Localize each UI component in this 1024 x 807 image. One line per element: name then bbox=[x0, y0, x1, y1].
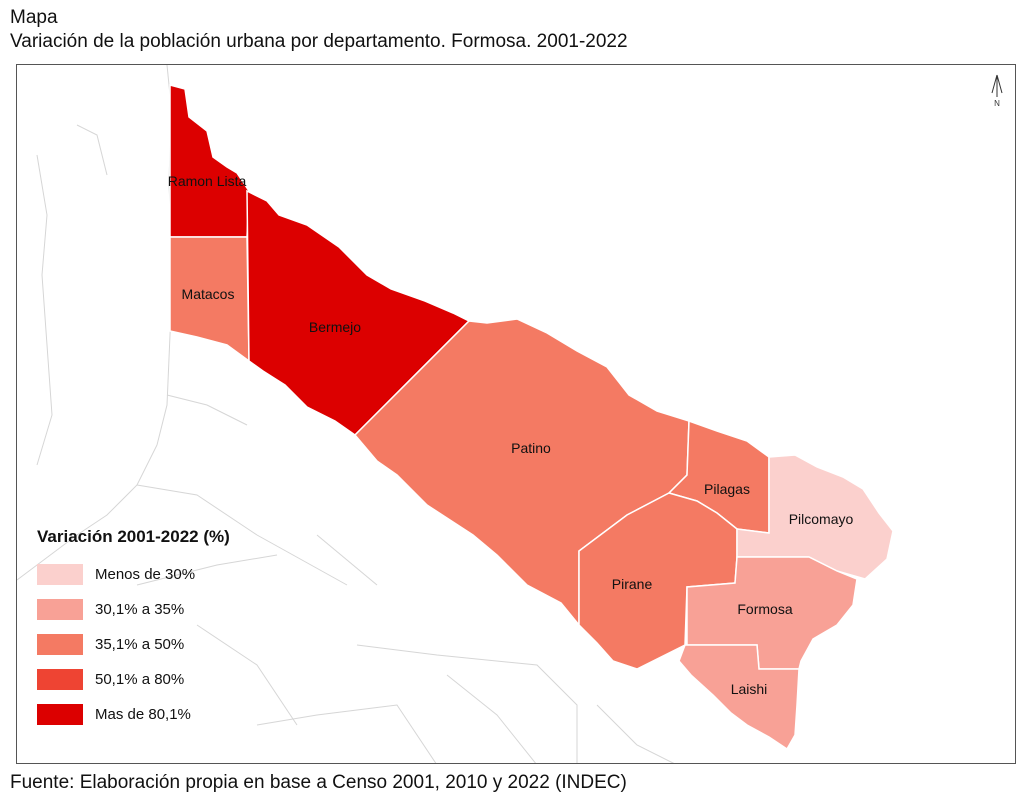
map-legend: Variación 2001-2022 (%) Menos de 30% 30,… bbox=[37, 527, 230, 732]
legend-swatch bbox=[37, 599, 83, 620]
map-canvas: Ramon Lista Matacos Bermejo Patino Pilag… bbox=[17, 65, 894, 763]
dept-pilcomayo[interactable] bbox=[736, 454, 894, 580]
label-pirane: Pirane bbox=[612, 576, 653, 592]
legend-item: 30,1% a 35% bbox=[37, 592, 230, 627]
label-formosa: Formosa bbox=[737, 601, 792, 617]
svg-text:N: N bbox=[994, 99, 1000, 107]
map-heading: Mapa Variación de la población urbana po… bbox=[10, 6, 628, 54]
label-pilcomayo: Pilcomayo bbox=[789, 511, 854, 527]
dept-ramon-lista[interactable] bbox=[169, 84, 250, 238]
label-matacos: Matacos bbox=[182, 286, 235, 302]
label-pilagas: Pilagas bbox=[704, 481, 750, 497]
legend-swatch bbox=[37, 704, 83, 725]
label-bermejo: Bermejo bbox=[309, 319, 361, 335]
label-patino: Patino bbox=[511, 440, 551, 456]
legend-label: Mas de 80,1% bbox=[95, 706, 191, 723]
label-laishi: Laishi bbox=[731, 681, 768, 697]
legend-label: 50,1% a 80% bbox=[95, 671, 185, 688]
legend-label: 30,1% a 35% bbox=[95, 601, 185, 618]
legend-swatch bbox=[37, 669, 83, 690]
dept-bermejo[interactable] bbox=[246, 189, 471, 436]
north-arrow-icon: N bbox=[989, 73, 1005, 107]
source-note: Fuente: Elaboración propia en base a Cen… bbox=[10, 772, 627, 793]
dept-formosa[interactable] bbox=[686, 556, 858, 670]
legend-label: Menos de 30% bbox=[95, 566, 196, 583]
legend-title: Variación 2001-2022 (%) bbox=[37, 527, 230, 546]
legend-label: 35,1% a 50% bbox=[95, 636, 185, 653]
dept-pirane[interactable] bbox=[578, 492, 738, 670]
legend-item: Mas de 80,1% bbox=[37, 697, 230, 732]
dept-laishi[interactable] bbox=[678, 644, 800, 751]
legend-item: Menos de 30% bbox=[37, 557, 230, 592]
neighbor-boundaries bbox=[17, 65, 675, 763]
legend-swatch bbox=[37, 634, 83, 655]
legend-item: 50,1% a 80% bbox=[37, 662, 230, 697]
map-title: Variación de la población urbana por dep… bbox=[10, 31, 628, 52]
map-frame: Ramon Lista Matacos Bermejo Patino Pilag… bbox=[16, 64, 1016, 764]
legend-swatch bbox=[37, 564, 83, 585]
label-ramon-lista: Ramon Lista bbox=[168, 173, 247, 189]
legend-item: 35,1% a 50% bbox=[37, 627, 230, 662]
figure-label: Mapa bbox=[10, 7, 58, 28]
